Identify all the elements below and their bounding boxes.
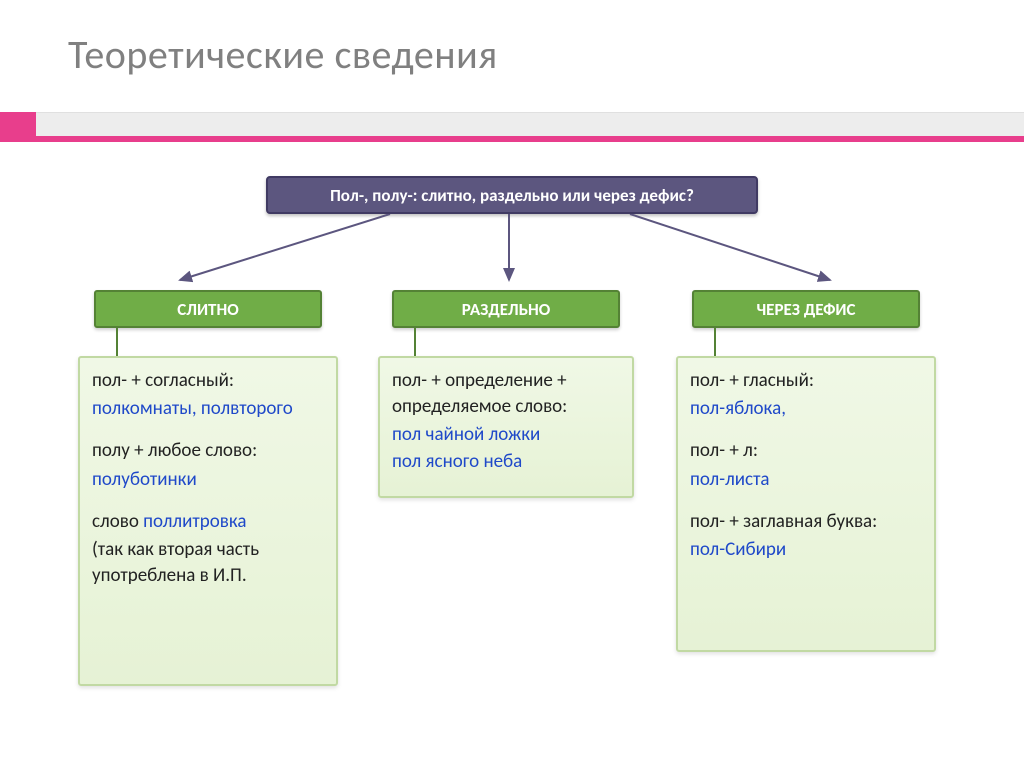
rule-text: пол- + гласный: [690, 368, 922, 394]
arrow-right [620, 214, 860, 290]
connector-defis [714, 326, 716, 358]
content-defis: пол- + гласный:пол-яблока, пол- + л: пол-л… [676, 356, 936, 652]
arrow-middle [494, 214, 524, 290]
rule-text: пол- + заглавная буква: [690, 509, 922, 535]
example-text: пол ясного неба [392, 449, 620, 475]
rule-text: пол- + определение + определяемое слово: [392, 368, 620, 420]
connector-slitno [116, 326, 118, 358]
accent-bar [0, 112, 1024, 142]
rule-text: пол- + согласный: [92, 368, 324, 394]
example-text: полкомнаты, полвторого [92, 396, 324, 422]
category-razdelno: РАЗДЕЛЬНО [392, 290, 620, 328]
root-node: Пол-, полу-: слитно, раздельно или через… [266, 176, 758, 214]
example-text: пол-яблока, [690, 396, 922, 422]
connector-razdelno [414, 326, 416, 358]
rule-text: слово поллитровка [92, 509, 324, 535]
category-defis: ЧЕРЕЗ ДЕФИС [692, 290, 920, 328]
page-title: Теоретические сведения [68, 30, 498, 79]
example-text: полуботинки [92, 467, 324, 493]
accent-bar-inner [36, 112, 1024, 136]
content-razdelno: пол- + определение + определяемое слово:… [378, 356, 634, 498]
rule-tail: (так как вторая часть употреблена в И.П. [92, 537, 324, 589]
example-text: пол чайной ложки [392, 422, 620, 448]
content-slitno: пол- + согласный:полкомнаты, полвторого п… [78, 356, 338, 686]
rule-text: полу + любое слово: [92, 438, 324, 464]
category-slitno: СЛИТНО [94, 290, 322, 328]
rule-text: пол- + л: [690, 438, 922, 464]
arrow-left [160, 214, 400, 290]
example-text: пол-листа [690, 467, 922, 493]
example-text: пол-Сибири [690, 537, 922, 563]
